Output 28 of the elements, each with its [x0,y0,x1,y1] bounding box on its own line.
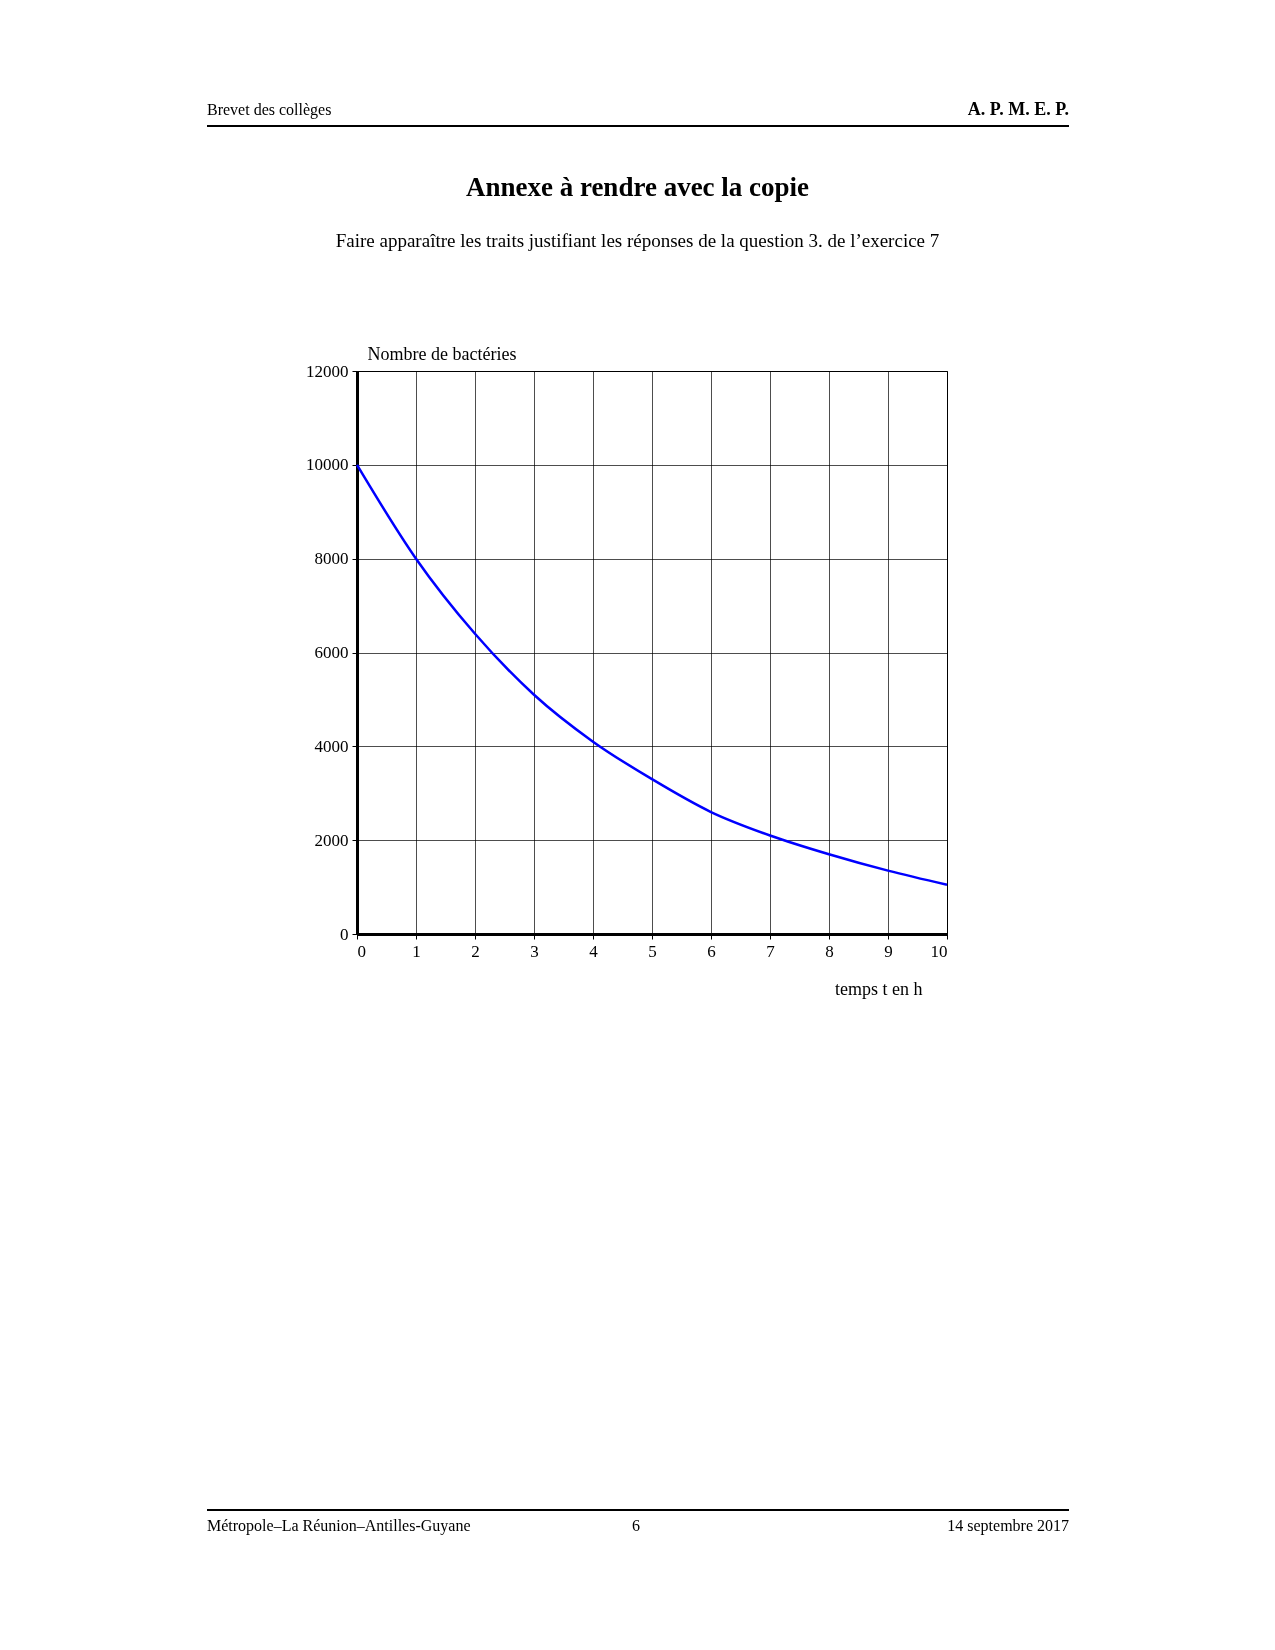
text: 14 septembre 2017 [947,1517,1069,1535]
text: 6 [632,1517,640,1535]
x-tick-label: 1 [412,941,421,961]
y-tick-label: 8000 [314,549,349,569]
x-tick-label: 0 [357,941,366,961]
y-tick-label: 0 [340,924,349,944]
text: Brevet des collèges [207,101,332,119]
line-series [355,463,949,886]
x-tick-label: 10 [930,941,948,961]
y-tick-label: 2000 [314,830,349,850]
x-axis-title: temps t en h [835,978,923,999]
y-tick-label: 6000 [314,643,349,662]
x-tick-label: 9 [884,941,893,961]
x-tick-label: 6 [707,941,716,961]
y-tick-label: 4000 [314,736,349,756]
x-tick-label: 8 [825,941,834,961]
text: A. P. M. E. P. [967,99,1069,120]
text: Métropole–La Réunion–Antilles-Guyane [207,1517,471,1535]
x-tick-label: 4 [589,941,599,961]
y-tick-label: 12000 [306,361,349,381]
x-tick-label: 2 [471,941,480,961]
x-tick-label: 7 [766,941,776,961]
y-axis-title: Nombre de bactéries [367,343,517,364]
chart-subtitle: Faire apparaître les traits justifiant les réponses de la question 3. de l’exercice 7 [334,230,941,252]
y-tick-label: 10000 [306,455,349,475]
x-tick-label: 3 [530,941,539,961]
x-tick-label: 5 [648,941,657,961]
chart-title: Annexe à rendre avec la copie [464,172,811,203]
